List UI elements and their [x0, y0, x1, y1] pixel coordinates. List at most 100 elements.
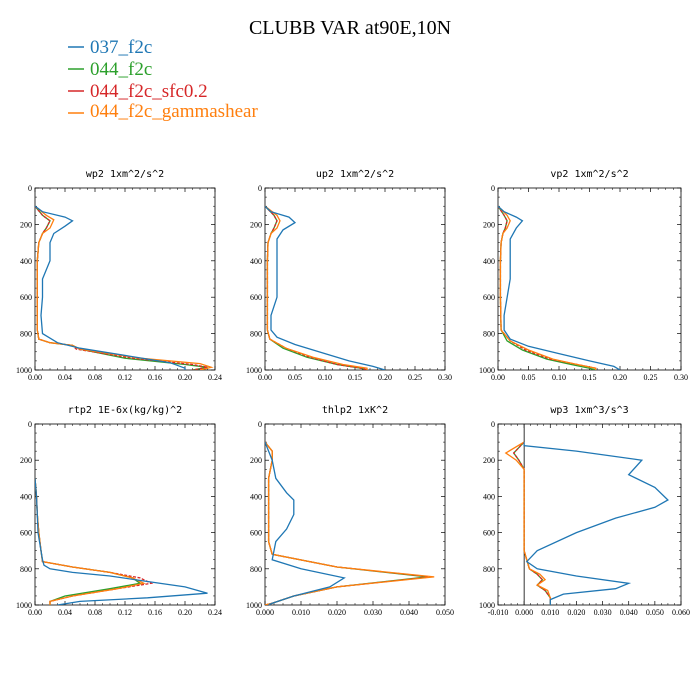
series-line-044-f2c-sfc0-2	[35, 205, 208, 370]
x-tick-label: 0.05	[288, 373, 302, 382]
chart-panel-3: vp2 1xm^2/s^2 0.00 0.05 0.10 0.15 0.20 0.25 0.3…	[479, 169, 688, 382]
x-tick-label: 0.12	[118, 608, 132, 617]
x-tick-label: 0.24	[208, 608, 222, 617]
y-tick-label: 200	[250, 456, 262, 465]
x-tick-label: 0.00	[258, 373, 272, 382]
y-tick-label: 600	[250, 529, 262, 538]
y-tick-label: 1000	[16, 601, 32, 610]
y-tick-label: 200	[20, 456, 32, 465]
x-tick-label: 0.25	[408, 373, 422, 382]
x-tick-label: 0.08	[88, 608, 102, 617]
y-tick-label: 600	[250, 293, 262, 302]
x-tick-label: 0.05	[522, 373, 536, 382]
chart-panel-4: rtp2 1E-6x(kg/kg)^2 0.00 0.04 0.08 0.12 0.16 0…	[16, 405, 222, 617]
series-line-037-f2c	[265, 441, 346, 605]
series-line-044-f2c-gammashear	[35, 205, 214, 370]
y-tick-label: 200	[483, 456, 495, 465]
y-tick-label: 1000	[246, 366, 262, 375]
panel-title: thlp2 1xK^2	[322, 405, 388, 416]
x-tick-label: 0.24	[208, 373, 222, 382]
x-tick-label: 0.010	[541, 608, 559, 617]
x-tick-label: 0.00	[491, 373, 505, 382]
x-tick-label: 0.30	[674, 373, 688, 382]
x-tick-label: 0.010	[292, 608, 310, 617]
legend-label-037-f2c: 037_f2c	[90, 37, 152, 58]
y-tick-label: 600	[20, 293, 32, 302]
x-tick-label: 0.16	[148, 608, 162, 617]
series-line-044-f2c	[35, 478, 142, 605]
x-tick-label: 0.12	[118, 373, 132, 382]
x-tick-label: 0.20	[178, 608, 192, 617]
chart-panel-1: wp2 1xm^2/s^2 0.00 0.04 0.08 0.12 0.16 0.20 0.2…	[16, 169, 222, 382]
series-line-037-f2c	[35, 478, 208, 605]
y-tick-label: 800	[20, 330, 32, 339]
y-tick-label: 0	[28, 184, 32, 193]
x-tick-label: -0.010	[488, 608, 509, 617]
y-tick-label: 600	[20, 529, 32, 538]
x-tick-label: 0.04	[58, 608, 72, 617]
y-tick-label: 400	[483, 492, 495, 501]
panel-title: wp2 1xm^2/s^2	[86, 169, 164, 180]
y-tick-label: 400	[20, 257, 32, 266]
panels: wp2 1xm^2/s^2 0.00 0.04 0.08 0.12 0.16 0.20 0.2…	[16, 169, 690, 617]
legend-label-044-f2c-gammashear: 044_f2c_gammashear	[90, 101, 258, 122]
y-tick-label: 0	[491, 184, 495, 193]
x-tick-label: 0.050	[646, 608, 664, 617]
series-line-044-f2c-gammashear	[265, 205, 368, 370]
x-tick-label: 0.20	[178, 373, 192, 382]
x-tick-label: 0.08	[88, 373, 102, 382]
plot-frame	[497, 187, 682, 371]
panel-title: wp3 1xm^3/s^3	[550, 405, 628, 416]
y-tick-label: 0	[258, 420, 262, 429]
x-tick-label: 0.16	[148, 373, 162, 382]
y-tick-label: 0	[28, 420, 32, 429]
y-tick-label: 800	[250, 330, 262, 339]
x-tick-label: 0.030	[364, 608, 382, 617]
y-tick-label: 0	[258, 184, 262, 193]
y-tick-label: 800	[483, 565, 495, 574]
chart-panel-6: wp3 1xm^3/s^3 -0.010 0.000 0.010 0.020 0.030 0…	[479, 405, 690, 617]
series-line-044-f2c-sfc0-2	[498, 205, 597, 370]
series-line-037-f2c	[265, 205, 386, 370]
y-tick-label: 800	[20, 565, 32, 574]
y-tick-label: 600	[483, 529, 495, 538]
x-tick-label: 0.00	[28, 608, 42, 617]
panel-title: up2 1xm^2/s^2	[316, 169, 394, 180]
y-tick-label: 800	[483, 330, 495, 339]
x-tick-label: 0.20	[378, 373, 392, 382]
figure-title: CLUBB VAR at90E,10N	[249, 17, 451, 39]
panel-title: rtp2 1E-6x(kg/kg)^2	[68, 405, 182, 416]
series-line-044-f2c	[35, 205, 208, 370]
legend-label-044-f2c: 044_f2c	[90, 59, 152, 80]
x-tick-label: 0.15	[348, 373, 362, 382]
x-tick-label: 0.00	[28, 373, 42, 382]
series-line-044-f2c-gammashear	[498, 205, 597, 370]
y-tick-label: 200	[483, 220, 495, 229]
y-tick-label: 400	[250, 492, 262, 501]
x-tick-label: 0.020	[328, 608, 346, 617]
series-line-044-f2c-sfc0-2	[512, 441, 551, 605]
series-line-044-f2c-gammashear	[265, 441, 435, 605]
series-line-037-f2c	[35, 205, 186, 370]
y-tick-label: 200	[20, 220, 32, 229]
x-tick-label: 0.000	[256, 608, 274, 617]
x-tick-label: 0.000	[515, 608, 533, 617]
y-tick-label: 400	[20, 492, 32, 501]
x-tick-label: 0.10	[318, 373, 332, 382]
x-tick-label: 0.10	[552, 373, 566, 382]
y-tick-label: 400	[483, 257, 495, 266]
x-tick-label: 0.30	[438, 373, 452, 382]
y-tick-label: 1000	[16, 366, 32, 375]
y-tick-label: 0	[491, 420, 495, 429]
series-line-044-f2c-gammashear	[504, 441, 551, 605]
x-tick-label: 0.050	[436, 608, 454, 617]
series-line-044-f2c-gammashear	[35, 478, 146, 605]
x-tick-label: 0.040	[400, 608, 418, 617]
series-line-037-f2c	[498, 205, 621, 370]
y-tick-label: 1000	[246, 601, 262, 610]
y-tick-label: 800	[250, 565, 262, 574]
series-line-044-f2c	[498, 205, 596, 370]
x-tick-label: 0.060	[672, 608, 690, 617]
x-tick-label: 0.15	[583, 373, 597, 382]
